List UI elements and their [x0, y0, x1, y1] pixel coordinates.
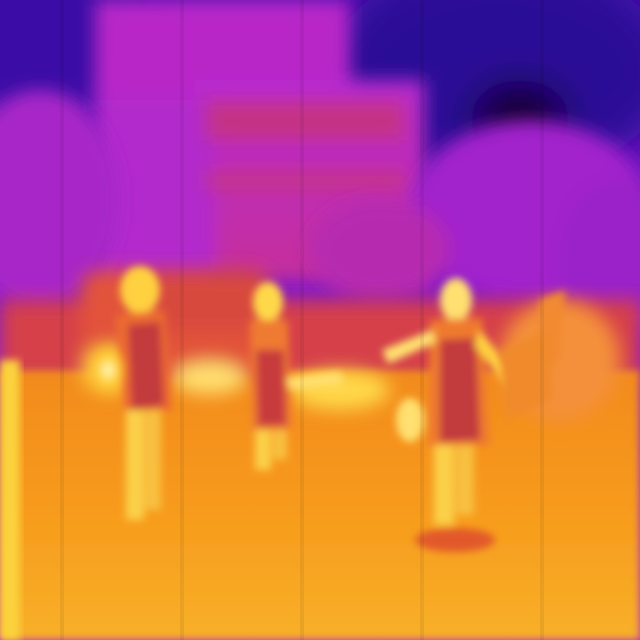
- thermal-image: [0, 0, 640, 640]
- thermal-scene: [0, 0, 640, 640]
